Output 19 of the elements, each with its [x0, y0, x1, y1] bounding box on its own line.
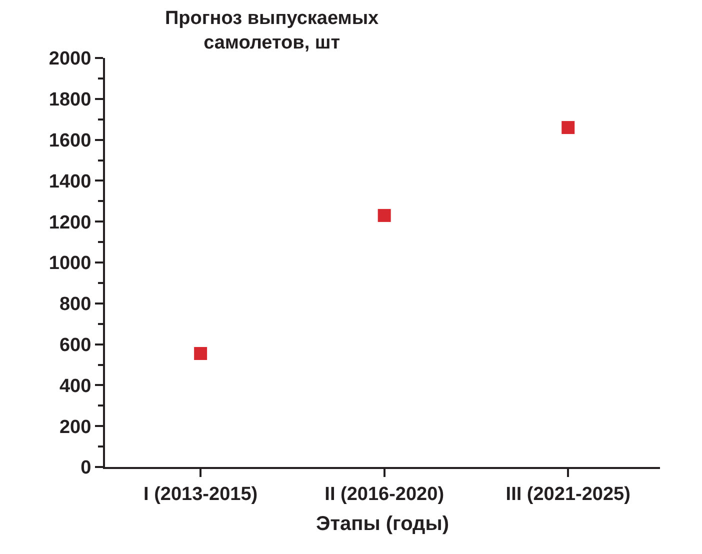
y-tick-label: 0 — [80, 458, 92, 479]
x-tick-label: II (2016-2020) — [324, 484, 444, 505]
y-tick-label: 200 — [59, 416, 92, 438]
point — [194, 347, 208, 360]
y-tick-label: 1000 — [48, 253, 92, 274]
y-tick-label: 800 — [59, 294, 92, 316]
y-tick-label: 1200 — [48, 212, 92, 234]
y-tick-label: 1800 — [48, 90, 92, 111]
x-tick-label: I (2013-2015) — [144, 484, 258, 505]
x-tick-label: III (2021-2025) — [506, 484, 630, 505]
y-tick-label: 400 — [59, 376, 92, 397]
point — [562, 121, 575, 134]
y-axis-title: Прогноз выпускаемых самолетов, шт — [165, 8, 380, 54]
y-tick-label: 2000 — [48, 48, 92, 70]
x-axis-title: Этапы (годы) — [316, 512, 449, 535]
point — [378, 208, 391, 222]
y-tick-label: 1400 — [48, 171, 92, 192]
y-tick-label: 600 — [59, 334, 92, 356]
y-tick-label: 1600 — [48, 130, 92, 152]
